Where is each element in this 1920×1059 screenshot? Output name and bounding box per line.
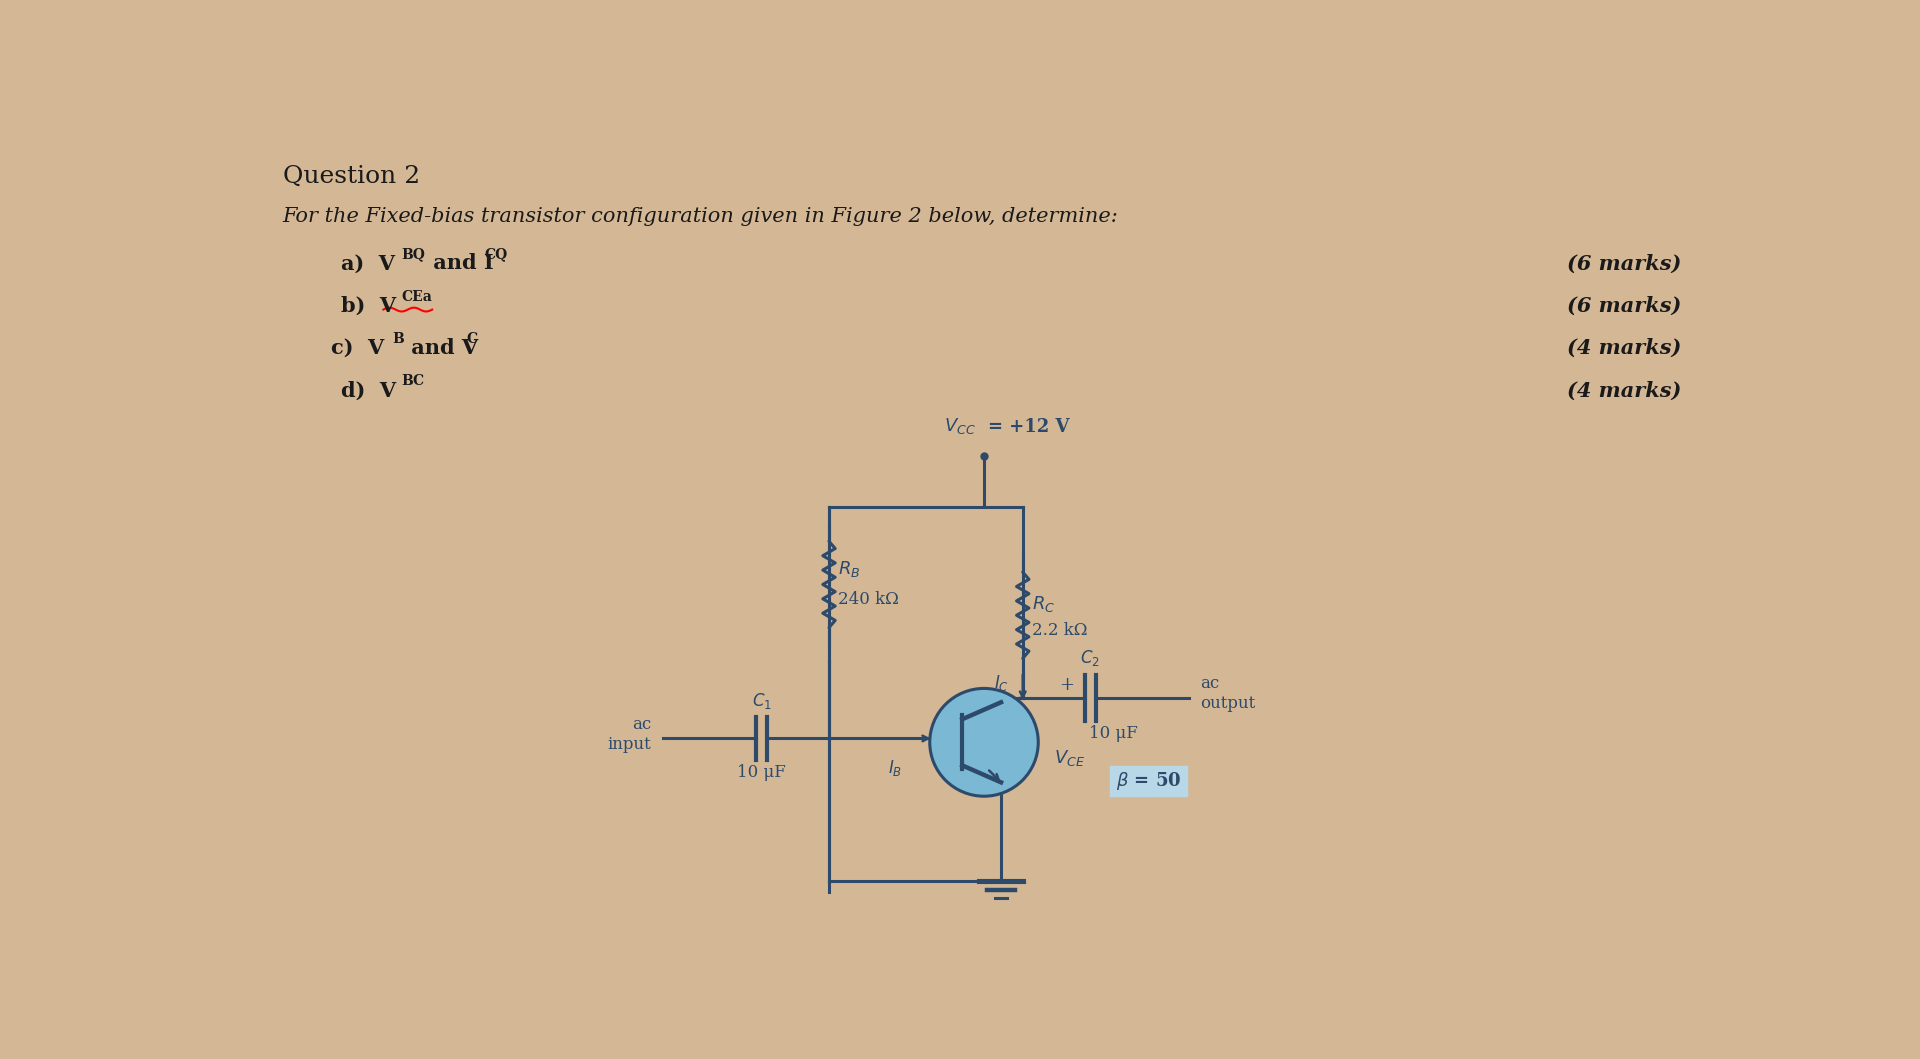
- Text: a)  V: a) V: [340, 253, 396, 273]
- FancyBboxPatch shape: [1110, 766, 1187, 796]
- Text: (4 marks): (4 marks): [1567, 380, 1682, 400]
- Text: $R_C$: $R_C$: [1033, 594, 1056, 614]
- Text: 240 kΩ: 240 kΩ: [839, 591, 899, 608]
- Text: For the Fixed-bias transistor configuration given in Figure 2 below, determine:: For the Fixed-bias transistor configurat…: [282, 208, 1117, 227]
- Text: and I: and I: [426, 253, 493, 273]
- Text: $C_1$: $C_1$: [751, 690, 772, 711]
- Text: CQ: CQ: [484, 247, 507, 262]
- Text: and V: and V: [405, 338, 478, 358]
- Text: c)  V: c) V: [332, 338, 384, 358]
- Text: d)  V: d) V: [340, 380, 396, 400]
- Text: 2.2 kΩ: 2.2 kΩ: [1033, 622, 1087, 640]
- Text: $C_2$: $C_2$: [1081, 648, 1100, 668]
- Text: C: C: [467, 331, 478, 346]
- Text: $I_B$: $I_B$: [887, 757, 902, 777]
- Text: (6 marks): (6 marks): [1567, 295, 1682, 316]
- Text: +: +: [1060, 677, 1073, 695]
- Text: CEa: CEa: [401, 289, 432, 304]
- Text: ac
output: ac output: [1200, 676, 1256, 712]
- Text: $R_B$: $R_B$: [839, 559, 860, 579]
- Text: = +12 V: = +12 V: [989, 418, 1069, 436]
- Text: b)  V: b) V: [340, 295, 396, 316]
- Text: (6 marks): (6 marks): [1567, 253, 1682, 273]
- Text: 10 μF: 10 μF: [1089, 724, 1139, 741]
- Text: ac
input: ac input: [609, 716, 651, 753]
- Text: 10 μF: 10 μF: [737, 764, 785, 780]
- Text: Question 2: Question 2: [282, 165, 420, 187]
- Text: $\beta$ = 50: $\beta$ = 50: [1116, 770, 1181, 792]
- Text: (4 marks): (4 marks): [1567, 338, 1682, 358]
- Text: BQ: BQ: [401, 247, 424, 262]
- Circle shape: [929, 688, 1039, 796]
- Text: $V_{CC}$: $V_{CC}$: [945, 416, 975, 436]
- Text: $V_{CE}$: $V_{CE}$: [1054, 748, 1085, 768]
- Text: BC: BC: [401, 374, 424, 389]
- Text: $I_C$: $I_C$: [995, 674, 1008, 694]
- Text: B: B: [392, 331, 403, 346]
